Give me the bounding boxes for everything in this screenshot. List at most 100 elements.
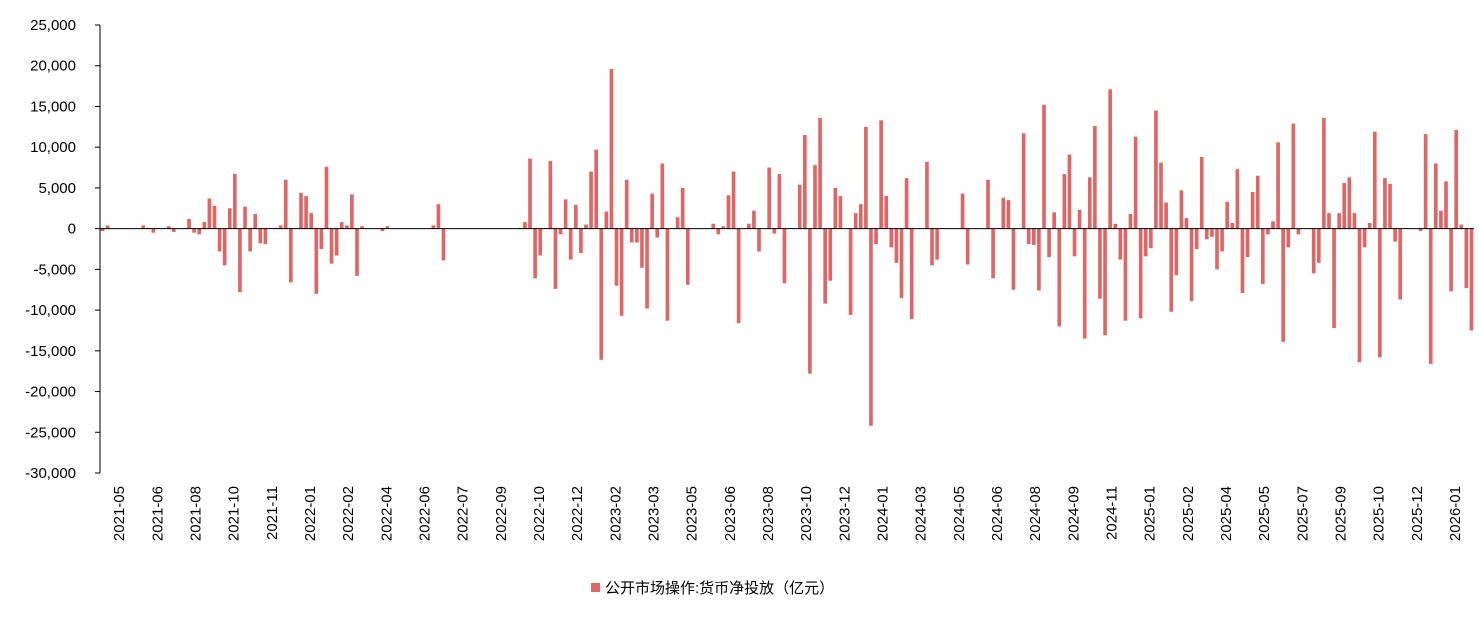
x-tick-label: 2021-06 bbox=[149, 486, 166, 541]
y-tick-label: 20,000 bbox=[30, 58, 76, 75]
bar bbox=[1367, 222, 1372, 229]
bar bbox=[248, 228, 252, 252]
y-tick-label: 5,000 bbox=[38, 180, 76, 197]
bar bbox=[1154, 110, 1158, 229]
bar bbox=[1199, 156, 1204, 229]
chart-legend: 公开市场操作:货币净投放（亿元） bbox=[591, 577, 834, 598]
x-tick-label: 2024-03 bbox=[913, 486, 930, 541]
bar bbox=[665, 228, 670, 321]
bar bbox=[680, 187, 685, 229]
bar bbox=[1159, 162, 1163, 229]
bar bbox=[909, 228, 914, 320]
bar bbox=[1215, 228, 1219, 270]
bar bbox=[1123, 228, 1128, 321]
x-tick-label: 2022-02 bbox=[340, 486, 357, 541]
bar bbox=[1072, 228, 1077, 257]
bar bbox=[1327, 213, 1331, 229]
bar bbox=[304, 196, 308, 229]
bar bbox=[1205, 228, 1209, 240]
bar bbox=[1077, 209, 1082, 229]
bar bbox=[523, 222, 527, 229]
x-tick-label: 2022-06 bbox=[416, 486, 433, 541]
bar bbox=[1352, 213, 1357, 229]
bar bbox=[1057, 228, 1062, 327]
bar bbox=[1423, 134, 1428, 229]
bar bbox=[828, 228, 833, 281]
bar bbox=[339, 222, 344, 229]
bar bbox=[1220, 228, 1224, 252]
bar bbox=[360, 226, 364, 229]
x-tick-label: 2024-05 bbox=[951, 486, 968, 541]
bar bbox=[1337, 213, 1341, 229]
bar bbox=[813, 165, 817, 229]
bar bbox=[350, 194, 354, 229]
bar bbox=[1439, 210, 1443, 229]
bar bbox=[309, 213, 314, 229]
x-tick-label: 2024-01 bbox=[874, 486, 891, 541]
bar bbox=[1184, 218, 1189, 229]
bar bbox=[1118, 228, 1123, 260]
bar bbox=[553, 228, 558, 289]
bar bbox=[1062, 174, 1067, 229]
bar bbox=[1230, 222, 1235, 229]
y-tick-label: 15,000 bbox=[30, 98, 76, 115]
bar bbox=[1093, 126, 1097, 229]
bar bbox=[299, 192, 303, 229]
bar bbox=[848, 228, 853, 315]
bar bbox=[685, 228, 690, 285]
bar bbox=[589, 171, 593, 229]
bar bbox=[624, 179, 629, 229]
bar bbox=[650, 193, 654, 229]
bar bbox=[1454, 130, 1459, 229]
bar bbox=[960, 193, 965, 229]
bar bbox=[1393, 228, 1397, 242]
bar bbox=[1143, 228, 1148, 257]
bar bbox=[1037, 228, 1041, 291]
bar bbox=[355, 228, 359, 276]
bar bbox=[1225, 201, 1230, 229]
bar bbox=[1266, 228, 1270, 235]
bar bbox=[1103, 228, 1107, 336]
bar bbox=[965, 228, 970, 265]
y-tick-label: 10,000 bbox=[30, 139, 76, 156]
bar bbox=[1357, 228, 1362, 363]
bar bbox=[731, 171, 736, 229]
bar bbox=[385, 226, 390, 229]
x-tick-label: 2025-10 bbox=[1371, 486, 1388, 541]
y-tick-label: -10,000 bbox=[25, 302, 76, 319]
bar bbox=[1164, 202, 1168, 229]
bar bbox=[797, 184, 802, 229]
bar bbox=[558, 228, 563, 235]
bar bbox=[726, 195, 731, 229]
y-axis-ticks: 25,000 20,000 15,000 10,000 5,000 0 -5,000 -10,… bbox=[25, 17, 100, 482]
bar bbox=[222, 228, 227, 266]
bar bbox=[1311, 228, 1316, 274]
bar bbox=[528, 158, 532, 229]
x-tick-label: 2025-12 bbox=[1409, 486, 1426, 541]
bar bbox=[1332, 228, 1336, 329]
bar bbox=[1316, 228, 1321, 263]
bar bbox=[1021, 133, 1026, 229]
bar bbox=[192, 228, 196, 233]
bar bbox=[640, 228, 644, 268]
bar bbox=[716, 228, 721, 235]
bar bbox=[1179, 190, 1184, 229]
x-tick-label: 2024-08 bbox=[1027, 486, 1044, 541]
y-tick-label: -20,000 bbox=[25, 384, 76, 401]
x-tick-label: 2022-12 bbox=[569, 486, 586, 541]
x-tick-label: 2025-05 bbox=[1256, 486, 1273, 541]
bar bbox=[1245, 228, 1250, 258]
bar bbox=[1128, 213, 1133, 229]
bar bbox=[141, 225, 146, 229]
bar bbox=[283, 179, 288, 229]
legend-label: 公开市场操作:货币净投放（亿元） bbox=[605, 580, 835, 597]
bar bbox=[925, 161, 929, 229]
x-tick-label: 2023-02 bbox=[607, 486, 624, 541]
bar bbox=[278, 225, 283, 229]
bar bbox=[1428, 228, 1433, 364]
bar bbox=[604, 211, 609, 229]
bar bbox=[599, 228, 604, 360]
bar bbox=[573, 205, 578, 229]
x-axis-ticks: 2021-05 2021-06 2021-08 2021-10 2021-11 2022-… bbox=[111, 486, 1464, 541]
